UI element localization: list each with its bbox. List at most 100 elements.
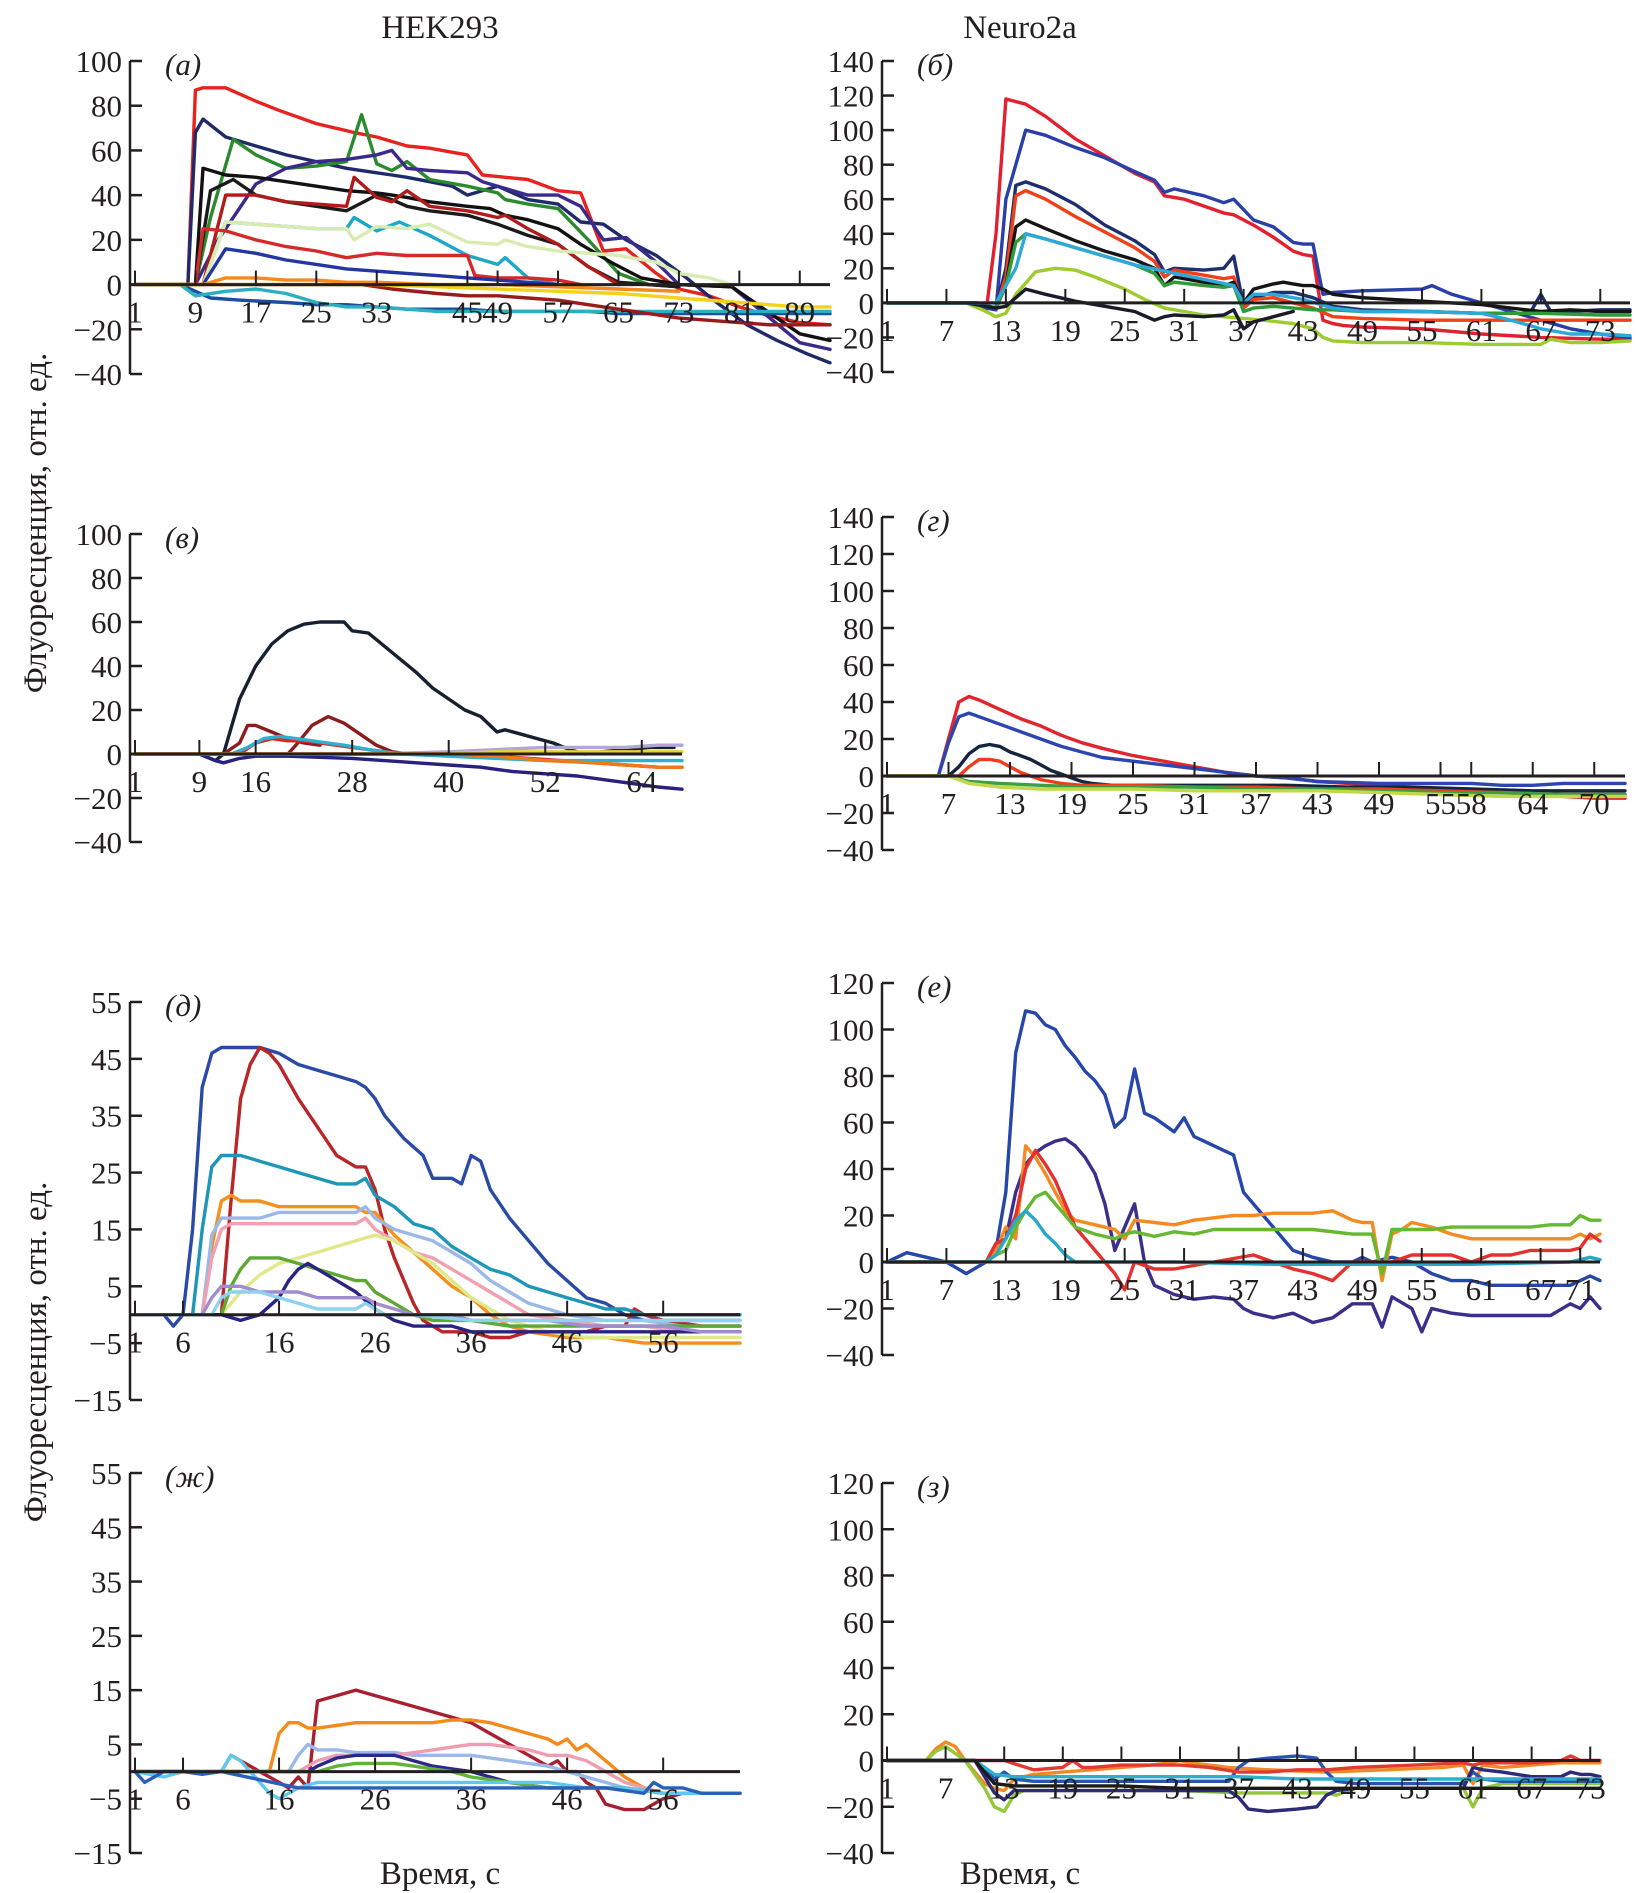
panel-6: 120 100 80 60 40 20 0 −20 −401 7 13 19 25 31 37 43 49 55 6… [826,966,1602,1373]
series-line-lightblue [133,1204,742,1328]
y-tick-label: 15 [91,1212,122,1247]
x-tick-label: 43 [1302,786,1333,821]
x-axis-title-right: Время, с [960,1856,1080,1892]
series-line-lightblue [133,1742,742,1796]
x-tick-label: 61 [1458,1771,1489,1806]
y-tick-label: 100 [76,44,123,79]
y-tick-label: 80 [843,1559,874,1594]
y-tick-label: 120 [828,537,875,572]
series-line-purple [885,1758,1602,1814]
y-tick-label: 0 [859,1245,875,1280]
series-line-pink [133,1216,742,1334]
x-tick-label: 37 [1228,313,1259,348]
x-tick-label: 33 [361,295,392,330]
panel-label: (б) [917,47,953,82]
y-tick-label: 60 [91,133,122,168]
y-tick-label: 35 [91,1099,122,1134]
x-tick-label: 67 [1516,1771,1547,1806]
series-line-red [885,97,1632,341]
series-line-darkred-1 [133,175,621,287]
series-line-black-low [885,287,1295,331]
x-tick-label: 17 [240,295,271,330]
x-tick-label: 81 [724,295,755,330]
y-tick-label: 5 [107,1727,123,1762]
x-tick-label: 43 [1282,1771,1313,1806]
y-axis-title-bottom: Флуоресценция, отн. ед. [18,1182,54,1523]
y-tick-label: 45 [91,1042,122,1077]
y-tick-label: −15 [74,1836,122,1871]
x-tick-label: 89 [784,295,815,330]
panel-1: 100 80 60 40 20 0 −20 −401 9 17 25 33 45 49 57 65 73 81 89… [74,44,832,392]
y-tick-label: 40 [843,1152,874,1187]
series-line-teal [133,1153,742,1317]
x-tick-label: 55 [1406,1272,1437,1307]
y-tick-label: 0 [859,1744,875,1779]
y-tick-label: 40 [843,1651,874,1686]
y-tick-label: 40 [843,217,874,252]
x-tick-label: 1 [127,295,143,330]
x-tick-label: 1 [879,1771,895,1806]
x-tick-label: 25 [301,295,332,330]
series-line-red-1 [133,86,832,327]
y-tick-label: 20 [91,223,122,258]
y-tick-label: 20 [843,1199,874,1234]
x-tick-label: 19 [1050,1272,1081,1307]
y-tick-label: 25 [91,1619,122,1654]
series-line-black [133,620,676,763]
x-tick-label: 19 [1047,1771,1078,1806]
y-tick-label: −5 [89,1782,122,1817]
x-tick-label: 7 [939,313,955,348]
x-tick-label: 1 [127,764,143,799]
y-tick-label: −20 [74,781,122,816]
x-tick-label: 31 [1169,313,1200,348]
panel-label: (ж) [165,1459,214,1494]
series-line-cyan [885,232,1632,338]
y-tick-label: 20 [91,693,122,728]
x-tick-label: 16 [264,1782,295,1817]
x-tick-label: 28 [337,764,368,799]
y-tick-label: 100 [828,574,875,609]
series-line-orange-red [885,188,1632,322]
x-tick-label: 67 [1525,313,1556,348]
y-tick-label: −40 [826,355,874,390]
panel-3: 100 80 60 40 20 0 −20 −401 9 16 28 40 52 64 (в) [74,517,684,860]
y-tick-label: 80 [843,1059,874,1094]
panel-label: (а) [165,47,201,82]
y-tick-label: −15 [74,1383,122,1418]
panel-label: (в) [165,520,199,555]
x-tick-label: 64 [1517,786,1549,821]
panel-label: (г) [917,503,950,538]
x-tick-label: 55 [1406,313,1437,348]
x-tick-label: 31 [1179,786,1210,821]
y-tick-label: 140 [828,44,875,79]
series-line-blue [885,711,1627,787]
y-tick-label: −40 [74,825,122,860]
x-tick-label: 49 [1347,313,1378,348]
x-tick-label: 64 [626,764,658,799]
x-tick-label: 49 [482,295,513,330]
column-title-neuro2a: Neuro2a [963,10,1077,46]
series-line-green [885,774,1627,797]
x-tick-label: 25 [1109,1272,1140,1307]
x-tick-label: 67 [1525,1272,1556,1307]
series-line-teal-neg [133,282,832,314]
series-line-skyblue [133,1290,742,1323]
y-tick-label: 60 [91,605,122,640]
x-tick-label: 65 [603,295,634,330]
y-tick-label: 20 [843,251,874,286]
series-line-darkred-neg [133,282,832,327]
x-tick-label: 36 [456,1325,487,1360]
y-tick-label: 120 [828,79,875,114]
x-tick-label: 1 [879,786,895,821]
y-tick-label: 60 [843,1106,874,1141]
x-tick-label: 25 [1118,786,1149,821]
y-tick-label: 100 [76,517,123,552]
y-tick-label: −40 [826,833,874,868]
series-line-orange [133,1718,742,1796]
y-tick-label: 120 [828,1466,875,1501]
series-line-green [885,1190,1602,1276]
